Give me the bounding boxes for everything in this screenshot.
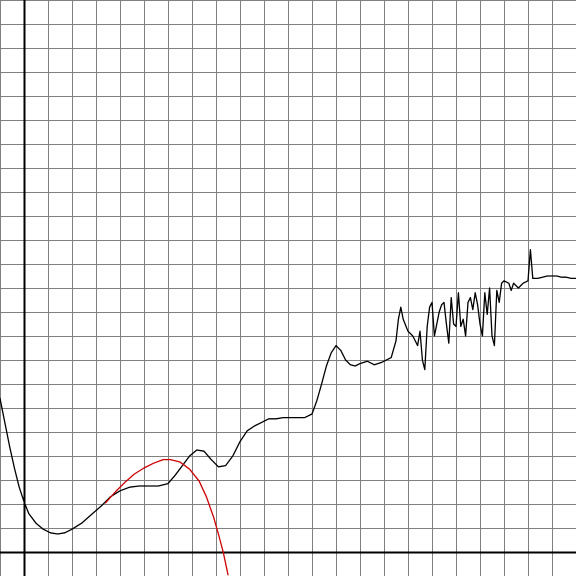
series-layer [0, 248, 576, 576]
series-line-1 [0, 248, 576, 535]
series-line-2 [104, 458, 229, 576]
